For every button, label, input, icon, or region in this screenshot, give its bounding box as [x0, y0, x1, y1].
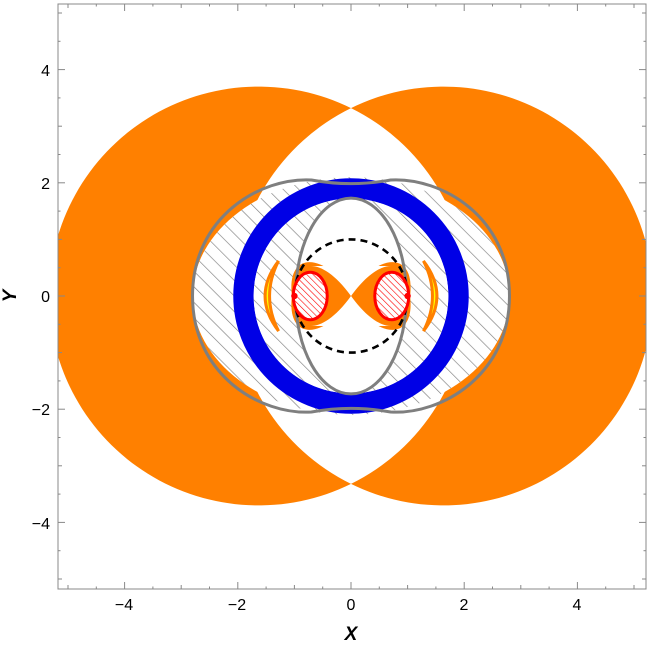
yellow-lens-left: [263, 259, 280, 333]
x-tick-label: −2: [228, 597, 246, 614]
axis-ticks: [58, 4, 646, 589]
butterfly-notch-top: [311, 266, 391, 296]
yellow-lens-right: [422, 259, 439, 333]
y-tick-label: −2: [32, 402, 50, 419]
plot-regions: [58, 86, 646, 506]
y-tick-label: 4: [41, 63, 50, 80]
butterfly-notch-bottom: [311, 296, 391, 326]
red-dot-left: [291, 292, 298, 300]
red-hatched-ellipse-right: [373, 270, 411, 322]
x-tick-label: 4: [573, 597, 582, 614]
x-tick-label: 0: [347, 597, 356, 614]
hatched-band-outline: [191, 178, 511, 414]
y-tick-label: −4: [32, 516, 50, 533]
x-tick-label: −4: [115, 597, 133, 614]
red-hatched-ellipse-left: [291, 270, 329, 322]
red-dot-right: [404, 292, 411, 300]
y-axis-title: Y: [0, 287, 21, 302]
y-tick-label: 0: [41, 289, 50, 306]
x-axis-title: X: [344, 624, 359, 645]
blue-ring: [233, 178, 469, 414]
x-tick-label: 2: [460, 597, 469, 614]
y-tick-label: 2: [41, 176, 50, 193]
